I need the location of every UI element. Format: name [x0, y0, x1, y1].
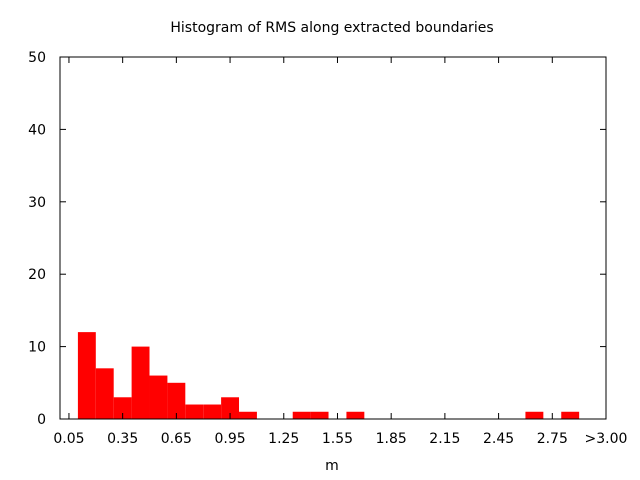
x-tick-label: 2.45 — [483, 431, 514, 447]
y-tick-labels: 0 10 20 30 40 50 — [28, 50, 46, 428]
histogram-bar — [185, 404, 204, 419]
plot-frame — [59, 56, 607, 420]
x-tick-label: 1.25 — [268, 431, 299, 447]
histogram-bar — [113, 397, 132, 419]
x-tick-label: 0.35 — [107, 431, 138, 447]
y-tick-label: 0 — [37, 412, 46, 428]
x-tick-label: >3.00 — [585, 431, 628, 447]
x-tick-label: 0.05 — [53, 431, 84, 447]
histogram-bar — [77, 332, 96, 419]
histogram-bar — [167, 382, 186, 419]
histogram-bar — [203, 404, 222, 419]
histogram-bar — [95, 368, 114, 419]
histogram-bar — [239, 411, 257, 419]
x-tick-label: 0.65 — [161, 431, 192, 447]
histogram-bar — [310, 411, 329, 419]
x-tick-label: 2.75 — [537, 431, 568, 447]
histogram-bar — [149, 375, 168, 419]
x-tick-label: 1.85 — [376, 431, 407, 447]
axis-ticks — [60, 56, 607, 420]
y-tick-label: 40 — [28, 122, 46, 138]
y-tick-label: 10 — [28, 340, 46, 356]
bars-group — [77, 332, 580, 419]
histogram-bar — [561, 411, 580, 419]
y-tick-label: 50 — [28, 50, 46, 66]
x-tick-label: 1.55 — [322, 431, 353, 447]
x-tick-labels: 0.05 0.35 0.65 0.95 1.25 1.55 1.85 2.15 2.45 2.75… — [53, 431, 627, 447]
histogram-bar — [525, 411, 544, 419]
chart-title: Histogram of RMS along extracted boundar… — [170, 20, 493, 36]
histogram-bar — [346, 411, 365, 419]
histogram-bar — [221, 397, 240, 419]
x-tick-label: 2.15 — [429, 431, 460, 447]
y-tick-label: 30 — [28, 195, 46, 211]
x-tick-label: 0.95 — [214, 431, 245, 447]
y-tick-label: 20 — [28, 267, 46, 283]
histogram-bar — [131, 346, 150, 419]
histogram-bar — [292, 411, 311, 419]
x-axis-label: m — [325, 458, 339, 474]
